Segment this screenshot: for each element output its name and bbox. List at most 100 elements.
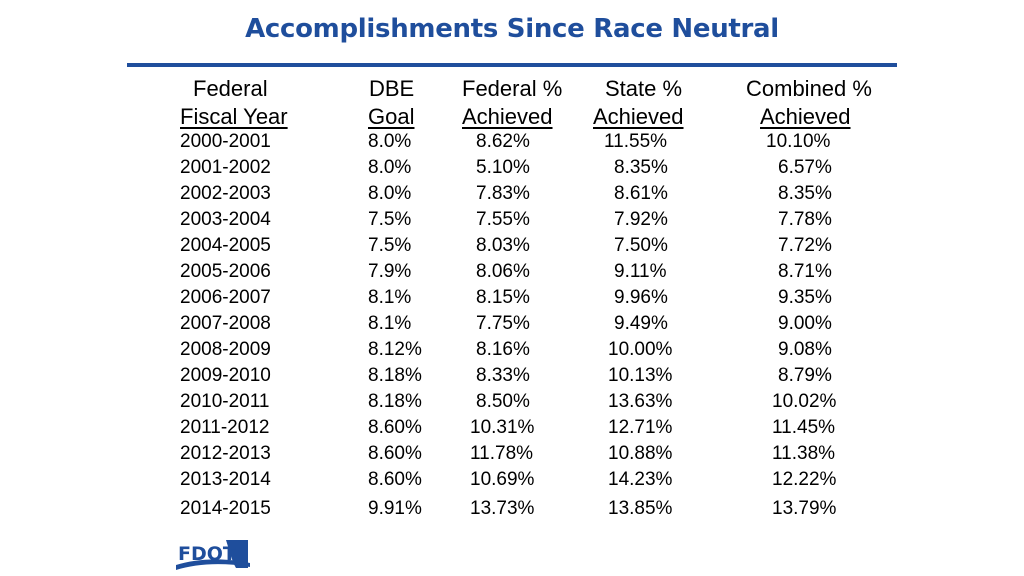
federal-achieved-cell: 13.73% [470,498,535,519]
table-row: 2005-2006 7.9% 8.06% 9.11% 8.71% [0,261,1024,287]
header-dbe: DBE [369,76,415,101]
state-achieved-cell: 12.71% [608,417,673,438]
table-row: 2012-2013 8.60% 11.78% 10.88% 11.38% [0,443,1024,469]
dbe-goal-cell: 8.1% [368,313,412,334]
combined-achieved-cell: 11.45% [772,417,836,438]
fiscal-year-cell: 2010-2011 [180,391,270,412]
state-achieved-cell: 7.92% [614,209,668,230]
table-row: 2011-2012 8.60% 10.31% 12.71% 11.45% [0,417,1024,443]
federal-achieved-cell: 7.83% [476,183,530,204]
dbe-goal-cell: 8.0% [368,183,412,204]
table-row: 2006-2007 8.1% 8.15% 9.96% 9.35% [0,287,1024,313]
federal-achieved-cell: 8.33% [476,365,530,386]
federal-achieved-cell: 7.55% [476,209,530,230]
state-achieved-cell: 10.00% [608,339,673,360]
combined-achieved-cell: 10.02% [772,391,837,412]
combined-achieved-cell: 8.35% [778,183,832,204]
combined-achieved-cell: 10.10% [766,131,831,152]
table-row: 2013-2014 8.60% 10.69% 14.23% 12.22% [0,469,1024,495]
combined-achieved-cell: 11.38% [772,443,836,464]
state-achieved-cell: 10.13% [608,365,673,386]
header-fiscal-year: Fiscal Year [180,104,288,129]
table-row: 2007-2008 8.1% 7.75% 9.49% 9.00% [0,313,1024,339]
fiscal-year-cell: 2012-2013 [180,443,271,464]
fiscal-year-cell: 2004-2005 [180,235,271,256]
combined-achieved-cell: 13.79% [772,498,837,519]
dbe-goal-cell: 8.18% [368,391,422,412]
state-achieved-cell: 11.55% [604,131,668,152]
federal-achieved-cell: 7.75% [476,313,530,334]
federal-achieved-cell: 8.15% [476,287,530,308]
fiscal-year-cell: 2008-2009 [180,339,271,360]
combined-achieved-cell: 7.72% [778,235,832,256]
table-row: 2003-2004 7.5% 7.55% 7.92% 7.78% [0,209,1024,235]
dbe-goal-cell: 8.60% [368,417,422,438]
state-achieved-cell: 8.61% [614,183,668,204]
state-achieved-cell: 13.63% [608,391,673,412]
federal-achieved-cell: 10.31% [470,417,535,438]
dbe-goal-cell: 8.60% [368,443,422,464]
fiscal-year-cell: 2003-2004 [180,209,271,230]
dbe-goal-cell: 8.60% [368,469,422,490]
header-combined-pct: Combined % [746,76,872,101]
dbe-goal-cell: 8.0% [368,131,412,152]
combined-achieved-cell: 9.08% [778,339,832,360]
dbe-goal-cell: 8.0% [368,157,412,178]
combined-achieved-cell: 9.35% [778,287,832,308]
header-combined-achieved: Achieved [760,104,851,129]
header-federal-achieved: Achieved [462,104,553,129]
fiscal-year-cell: 2002-2003 [180,183,271,204]
table-row: 2014-2015 9.91% 13.73% 13.85% 13.79% [0,498,1024,524]
dbe-goal-cell: 7.5% [368,209,412,230]
dbe-goal-cell: 8.18% [368,365,422,386]
federal-achieved-cell: 11.78% [470,443,534,464]
title-divider [127,63,897,67]
combined-achieved-cell: 8.79% [778,365,832,386]
fiscal-year-cell: 2000-2001 [180,131,271,152]
header-federal-pct: Federal % [462,76,563,101]
state-achieved-cell: 7.50% [614,235,668,256]
table-row: 2008-2009 8.12% 8.16% 10.00% 9.08% [0,339,1024,365]
dbe-goal-cell: 8.12% [368,339,422,360]
state-achieved-cell: 9.11% [614,261,667,282]
federal-achieved-cell: 8.16% [476,339,530,360]
federal-achieved-cell: 8.06% [476,261,530,282]
header-goal: Goal [368,104,415,129]
fdot-logo: FDOT [176,537,250,571]
state-achieved-cell: 9.49% [614,313,668,334]
header-state-achieved: Achieved [593,104,684,129]
federal-achieved-cell: 8.50% [476,391,530,412]
fiscal-year-cell: 2011-2012 [180,417,270,438]
logo-text: FDOT [178,543,236,565]
fiscal-year-cell: 2007-2008 [180,313,271,334]
table-row: 2009-2010 8.18% 8.33% 10.13% 8.79% [0,365,1024,391]
state-achieved-cell: 10.88% [608,443,673,464]
combined-achieved-cell: 8.71% [778,261,832,282]
state-achieved-cell: 8.35% [614,157,668,178]
table-row: 2002-2003 8.0% 7.83% 8.61% 8.35% [0,183,1024,209]
header-state-pct: State % [605,76,683,101]
fiscal-year-cell: 2009-2010 [180,365,271,386]
combined-achieved-cell: 12.22% [772,469,837,490]
table-row: 2000-2001 8.0% 8.62% 11.55% 10.10% [0,131,1024,157]
dbe-goal-cell: 7.9% [368,261,412,282]
dbe-goal-cell: 9.91% [368,498,422,519]
combined-achieved-cell: 6.57% [778,157,832,178]
combined-achieved-cell: 7.78% [778,209,832,230]
fiscal-year-cell: 2005-2006 [180,261,271,282]
page-title: Accomplishments Since Race Neutral [245,14,779,44]
federal-achieved-cell: 5.10% [476,157,530,178]
table-row: 2010-2011 8.18% 8.50% 13.63% 10.02% [0,391,1024,417]
state-achieved-cell: 14.23% [608,469,673,490]
state-achieved-cell: 9.96% [614,287,668,308]
fiscal-year-cell: 2006-2007 [180,287,271,308]
table-row: 2004-2005 7.5% 8.03% 7.50% 7.72% [0,235,1024,261]
header-federal: Federal [193,76,268,101]
fiscal-year-cell: 2014-2015 [180,498,271,519]
federal-achieved-cell: 8.62% [476,131,530,152]
fiscal-year-cell: 2013-2014 [180,469,271,490]
table-row: 2001-2002 8.0% 5.10% 8.35% 6.57% [0,157,1024,183]
state-achieved-cell: 13.85% [608,498,673,519]
fiscal-year-cell: 2001-2002 [180,157,271,178]
federal-achieved-cell: 8.03% [476,235,530,256]
